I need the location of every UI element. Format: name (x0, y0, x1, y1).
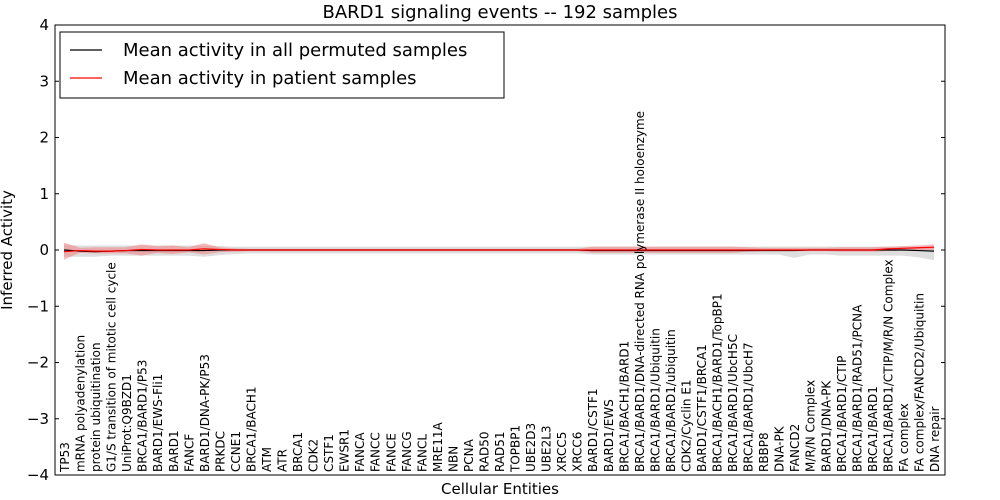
y-tick-label: 4 (39, 16, 49, 34)
x-tick-label: FA complex/FANCD2/Ubiquitin (912, 293, 926, 472)
x-tick-label: UBE2D3 (524, 423, 538, 472)
x-tick-label: BRCA1/BARD1/ubiquitin (664, 329, 678, 472)
x-tick-label: FANCA (353, 432, 367, 472)
plot-frame (54, 24, 946, 476)
x-tick-label: G1/S transition of mitotic cell cycle (105, 262, 119, 472)
y-axis-label: Inferred Activity (0, 190, 16, 310)
x-tick-label: FANCG (400, 431, 414, 472)
x-tick-label: RAD51 (493, 431, 507, 472)
x-tick-label: BARD1/CSTF1 (586, 388, 600, 472)
legend-label-permuted: Mean activity in all permuted samples (123, 40, 467, 61)
x-tick-label: NBN (446, 446, 460, 472)
x-tick-label: BRCA1/BARD1/RAD51/PCNA (850, 304, 864, 472)
x-tick-label: EWSR1 (338, 429, 352, 472)
confidence-bands (64, 242, 934, 261)
x-tick-label: BRCA1 (291, 432, 305, 472)
x-tick-label: DNA repair (928, 406, 942, 472)
x-tick-label: PCNA (462, 438, 476, 472)
x-tick-label: XRCC5 (555, 432, 569, 472)
legend-label-patient: Mean activity in patient samples (123, 68, 417, 89)
x-tick-label: BARD1 (167, 430, 181, 472)
x-tick-label: UBE2L3 (540, 425, 554, 472)
x-tick-label: BARD1/CSTF1/BRCA1 (695, 344, 709, 472)
y-tick-label: −2 (27, 354, 49, 372)
x-tick-label: M/R/N Complex (804, 380, 818, 472)
x-tick-label: FANCC (369, 432, 383, 472)
x-tick-label: CSTF1 (322, 434, 336, 472)
x-tick-label: RBBP8 (757, 432, 771, 472)
x-tick-labels: TP53 mRNA polyadenylation protein ubiquiti… (58, 111, 942, 473)
x-tick-label: FANCF (182, 434, 196, 472)
x-tick-label: BARD1/DNA-PK (819, 380, 833, 472)
legend-box (59, 31, 505, 99)
x-tick-label: protein ubiquitination (89, 342, 103, 472)
x-tick-label: BRCA1/BARD1/Ubiquitin (648, 328, 662, 472)
series-line-1 (63, 246, 935, 253)
legend: Mean activity in all permuted samples Me… (59, 31, 505, 99)
x-tick-label: BARD1/EWS-Fli1 (151, 374, 165, 472)
x-tick-label: PRKDC (213, 431, 227, 472)
y-tick-label: −4 (27, 466, 49, 484)
x-tick-label: ATM (260, 447, 274, 472)
x-tick-label: BRCA1/BARD1/CTIP (835, 356, 849, 472)
x-axis-label: Cellular Entities (441, 480, 559, 498)
chart-title: BARD1 signaling events -- 192 samples (323, 2, 678, 23)
x-tick-label: CDK2/Cyclin E1 (679, 379, 693, 472)
x-tick-label: BRCA1/BACH1/BARD1 (617, 341, 631, 472)
x-tick-label: CDK2 (307, 439, 321, 472)
x-tick-label: FANCD2 (788, 424, 802, 472)
x-tick-label: DNA-PK (773, 425, 787, 472)
y-tick-label: 1 (39, 185, 49, 203)
y-tick-label: 0 (39, 241, 49, 259)
x-tick-label: BRCA1/BACH1 (244, 386, 258, 472)
x-tick-label: BRCA1/BARD1 (866, 386, 880, 472)
x-tick-label: BRCA1/BARD1/P53 (136, 360, 150, 472)
x-tick-label: MRE11A (431, 421, 445, 472)
x-tick-label: XRCC6 (571, 432, 585, 472)
y-tick-label: −1 (27, 297, 49, 315)
x-tick-label: FANCE (384, 433, 398, 472)
x-tick-label: BARD1/DNA-PK/P53 (198, 354, 212, 472)
x-tick-label: ATR (276, 449, 290, 472)
y-tick-label: 2 (39, 129, 49, 147)
x-tick-label: BARD1/EWS (602, 399, 616, 472)
x-tick-label: TP53 (58, 442, 72, 473)
x-tick-label: FA complex (897, 403, 911, 472)
x-tick-label: FANCL (415, 434, 429, 472)
x-tick-label: BRCA1/BARD1/UbcH7 (742, 342, 756, 472)
x-tick-label: mRNA polyadenylation (74, 335, 88, 472)
y-tick-label: 3 (39, 72, 49, 90)
x-tick-label: BRCA1/BARD1/DNA-directed RNA polymerase … (633, 111, 647, 472)
x-tick-label: TOPBP1 (509, 425, 523, 473)
x-tick-label: BRCA1/BACH1/BARD1/TopBP1 (711, 293, 725, 472)
x-tick-label: UniProt:Q9BZD1 (120, 374, 134, 472)
y-tick-label: −3 (27, 410, 49, 428)
x-tick-label: BRCA1/BARD1/UbcH5C (726, 334, 740, 472)
x-tick-label: RAD50 (477, 431, 491, 472)
x-tick-label: BRCA1/BARD1/CTIP/M/R/N Complex (881, 259, 895, 472)
x-tick-label: CCNE1 (229, 431, 243, 472)
confidence-band-1 (64, 242, 934, 260)
y-axis-ticks: −4 −3 −2 −1 0 1 2 3 4 (27, 16, 945, 484)
series-lines (63, 246, 935, 253)
